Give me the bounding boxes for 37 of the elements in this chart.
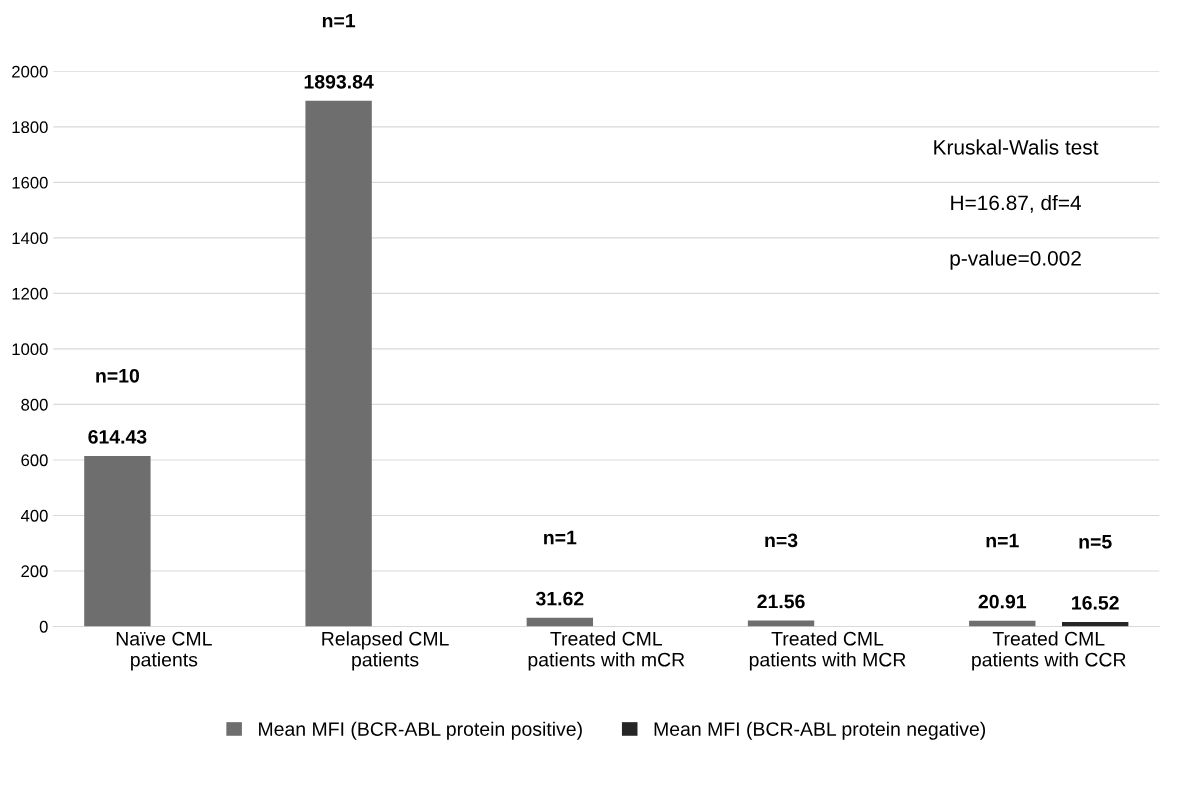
bar [84,455,151,627]
data-label: 614.43 [88,429,147,444]
data-label: 16.52 [1072,595,1119,610]
text: n=1 [322,13,356,28]
y-tick-label: 200 [21,565,48,578]
y-tick-label: 1400 [12,232,48,245]
annotation: n=3 [765,533,798,548]
x-tick-label: Treated CML patients with MCR [749,631,906,671]
x-tick-label: Treated CML patients with CCR [972,631,1126,671]
bar [305,100,372,627]
data-label: 1893.84 [304,74,374,89]
bar [526,617,594,627]
annotation: p-value=0.002 [950,250,1081,270]
y-tick-label: 2000 [12,65,48,78]
x-tick-label: Treated CML patients with mCR [528,631,685,671]
legend-label: Mean MFI (BCR-ABL protein negative) [654,721,986,740]
x-tick-label: Relapsed CML patients [322,631,449,671]
x-tick-label: Naïve CML patients [116,631,212,671]
annotation: Kruskal-Walis test [934,139,1099,155]
annotation: n=1 [986,533,1019,548]
y-tick-label: 0 [39,620,48,633]
annotation: n=5 [1079,535,1112,549]
y-tick-label: 600 [21,454,48,467]
y-tick-label: 1200 [12,287,48,300]
annotation: n=10 [96,368,140,383]
data-label: 21.56 [757,594,805,609]
bar [747,620,815,627]
legend-label: Mean MFI (BCR-ABL protein positive) [259,721,582,740]
y-tick-label: 400 [20,509,48,522]
data-label: 20.91 [978,594,1027,609]
annotation: H=16.87, df=4 [951,194,1081,213]
y-tick-label: 800 [21,398,48,411]
annotation: n=1 [544,530,577,545]
y-tick-label: 1600 [12,176,48,189]
y-tick-label: 1800 [12,121,48,134]
y-tick-label: 1000 [12,343,48,356]
data-label: 31.62 [535,591,584,606]
